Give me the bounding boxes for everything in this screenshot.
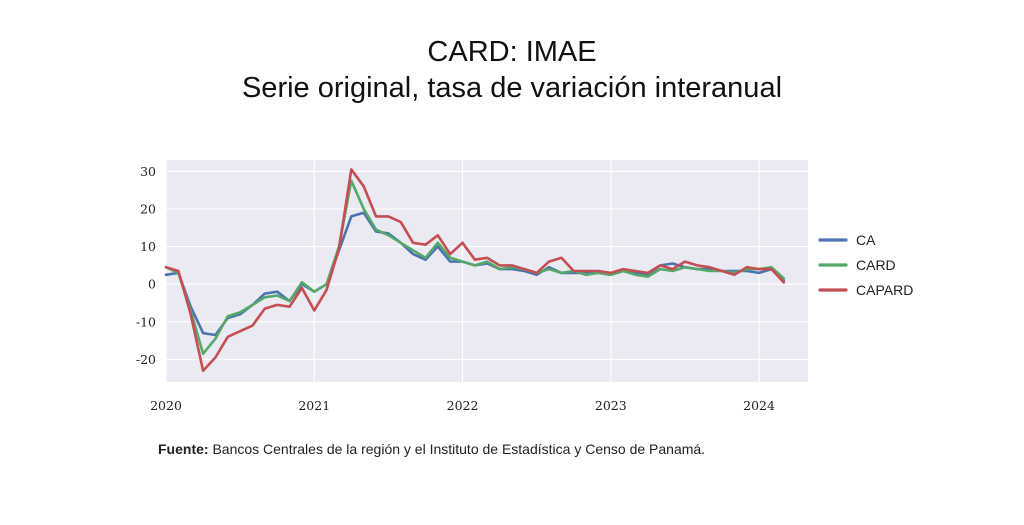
source-label: Fuente: [158, 441, 209, 457]
plot-area [166, 160, 808, 382]
y-tick-label: 0 [148, 277, 156, 292]
y-tick-label: 20 [140, 201, 156, 216]
legend-label-capard: CAPARD [856, 282, 913, 298]
y-tick-label: -10 [136, 314, 156, 329]
x-axis-ticks: 2020 2021 2022 2023 2024 [150, 398, 775, 413]
series-line-capard [164, 168, 786, 373]
x-tick-label: 2023 [595, 398, 627, 413]
legend-label-ca: CA [856, 232, 876, 248]
x-tick-label: 2022 [447, 398, 479, 413]
legend: CA CARD CAPARD [818, 232, 913, 298]
x-tick-label: 2020 [150, 398, 182, 413]
grid-lines [165, 160, 808, 382]
chart-title: CARD: IMAE [427, 36, 597, 68]
series-lines [164, 168, 786, 373]
y-tick-label: -20 [136, 352, 156, 367]
legend-label-card: CARD [856, 257, 896, 273]
y-tick-label: 30 [140, 164, 156, 179]
source-note: Fuente: Bancos Centrales de la región y … [158, 441, 705, 457]
title-block: CARD: IMAE Serie original, tasa de varia… [0, 34, 1024, 106]
x-tick-label: 2021 [298, 398, 330, 413]
source-text: Bancos Centrales de la región y el Insti… [208, 441, 706, 457]
chart-subtitle: Serie original, tasa de variación intera… [241, 72, 783, 104]
y-tick-label: 10 [140, 239, 156, 254]
y-axis-ticks: 30 20 10 0 -10 -20 [136, 164, 156, 367]
x-tick-label: 2024 [743, 398, 775, 413]
series-line-card [164, 179, 786, 356]
